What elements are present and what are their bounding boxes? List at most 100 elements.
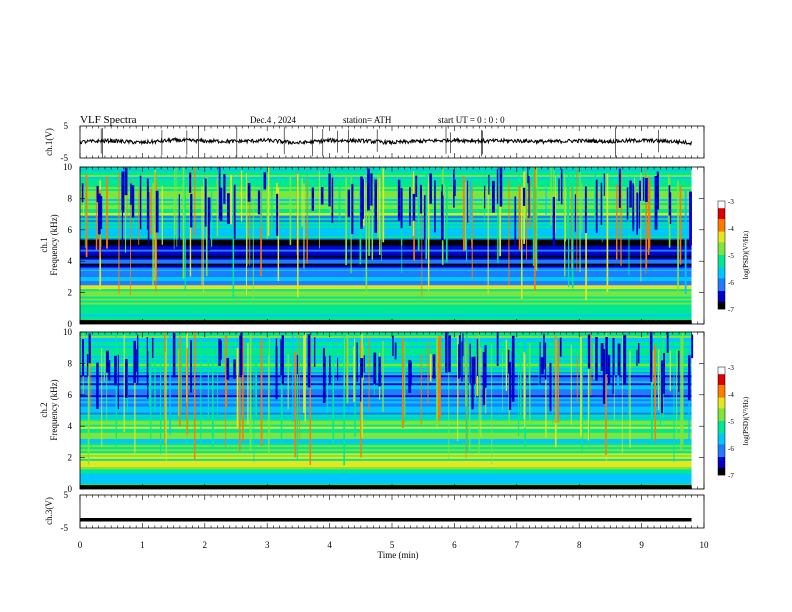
spectrogram-dark-streak: [106, 350, 109, 373]
spectrogram-band-5: [80, 249, 692, 252]
spectrogram-dark-streak: [356, 342, 358, 383]
spectrogram-sferic: [169, 332, 171, 435]
colorbar-swatch: [718, 253, 725, 256]
spectrogram-sferic: [332, 352, 335, 443]
spectrogram-sferic: [287, 354, 289, 410]
colorbar-swatch: [718, 274, 725, 277]
spectrogram-sferic: [465, 338, 467, 459]
spectrogram-dark-streak: [136, 349, 139, 372]
spectrogram-sferic: [679, 185, 682, 265]
spectrogram-dark-streak: [642, 177, 645, 201]
spectrogram-sferic: [545, 187, 547, 216]
spectrogram-sferic: [242, 338, 244, 442]
spectrogram-sferic: [303, 183, 305, 269]
colorbar-swatch: [718, 368, 725, 371]
colorbar-swatch: [718, 226, 725, 229]
spectrogram-band-3: [80, 439, 692, 442]
spectrogram-dark-streak: [233, 359, 236, 379]
spectrogram-dark-streak: [482, 352, 486, 406]
spectrogram-sferic: [518, 185, 521, 250]
colorbar-swatch: [718, 440, 725, 443]
x-tick-label: 2: [203, 540, 208, 550]
spectrogram-sferic: [154, 169, 156, 281]
spectrogram-band-4: [80, 424, 692, 427]
colorbar-swatch: [718, 403, 725, 406]
colorbar-swatch: [718, 251, 725, 254]
spectrogram-dark-streak: [476, 338, 479, 376]
spectrogram-sferic: [368, 185, 370, 256]
colorbar-swatch: [718, 224, 725, 227]
spectrogram-dark-streak: [233, 184, 236, 239]
colorbar-swatch: [718, 473, 725, 476]
spectrogram-band-7: [80, 173, 692, 176]
colorbar-swatch: [718, 298, 725, 301]
colorbar-swatch: [718, 422, 725, 425]
colorbar-swatch: [718, 211, 725, 214]
spectrogram-band-5: [80, 402, 692, 405]
colorbar-swatch: [718, 394, 725, 397]
spectrogram-dark-streak: [454, 179, 456, 197]
spectrogram-band-7: [80, 336, 692, 339]
spectrogram-sferic: [346, 337, 348, 399]
spectrogram-sferic: [126, 173, 128, 220]
spectrogram-dark-streak: [329, 355, 331, 385]
spectrogram-dark-streak: [81, 183, 84, 203]
colorbar-swatch: [718, 282, 725, 285]
spectrogram-sferic: [361, 333, 363, 439]
colorbar-swatch: [718, 303, 725, 306]
spectrogram-dark-streak: [257, 190, 261, 215]
spectrogram-sferic: [673, 351, 675, 463]
spectrogram-band-7: [80, 334, 692, 337]
spectrogram-dark-streak: [98, 193, 101, 235]
spectrogram-band-7: [80, 213, 692, 216]
x-tick-label: 4: [327, 540, 332, 550]
spectrogram-dark-streak: [618, 168, 621, 208]
spectrogram-sferic: [230, 174, 232, 225]
spectrogram-dark-streak: [636, 349, 638, 366]
colorbar-swatch: [718, 374, 725, 377]
chart-title: VLF Spectra: [80, 114, 137, 126]
spectrogram-sferic: [470, 178, 472, 234]
spectrogram-dark-streak: [549, 362, 551, 410]
spectrogram-band-1: [80, 481, 692, 484]
spectrogram-dark-streak: [473, 356, 476, 384]
colorbar-tick-label: -7: [728, 472, 734, 480]
colorbar-frame: [717, 366, 726, 476]
spectrogram-sferic: [178, 349, 180, 417]
spectrogram-dark-streak: [125, 359, 128, 398]
spectrogram-band-6: [80, 387, 692, 390]
spectrogram-sferic: [613, 339, 615, 421]
spectrogram-dark-streak: [207, 197, 210, 251]
spectrogram-sferic: [469, 180, 471, 225]
spectrogram-sferic: [628, 351, 630, 417]
spectrogram-dark-streak: [247, 183, 251, 202]
spectrogram-band-5: [80, 243, 692, 246]
spectrogram-sferic: [647, 176, 650, 255]
spectrogram-band-4: [80, 434, 692, 437]
spectrogram-sferic: [429, 354, 432, 382]
spectrogram-dark-streak: [96, 185, 99, 202]
spectrogram-sferic: [502, 352, 503, 411]
spectrogram-sferic: [101, 347, 103, 448]
spectrogram-sferic: [130, 179, 131, 296]
spectrogram-band-1: [80, 312, 692, 315]
colorbar-swatch: [718, 435, 725, 438]
spectrogram-dark-streak: [331, 177, 334, 223]
spectrogram-sferic: [271, 186, 273, 234]
spectrogram-sferic: [576, 355, 578, 403]
colorbar-swatch: [718, 237, 725, 240]
spectrogram-sferic: [551, 351, 553, 424]
spectrogram-sferic: [103, 352, 105, 382]
colorbar-swatch: [718, 469, 725, 472]
spectrogram-sferic: [368, 337, 370, 412]
spectrogram-dark-streak: [636, 192, 639, 235]
spectrogram-sferic: [189, 180, 192, 277]
spectrogram-band-5: [80, 253, 692, 256]
spectrogram-sferic: [344, 337, 345, 389]
spectrogram-band-5: [80, 412, 692, 415]
spectrogram-sferic: [658, 349, 660, 411]
spectrogram-dark-streak: [644, 178, 648, 202]
spectrogram-dark-streak: [527, 167, 529, 184]
spectrogram-sferic: [487, 183, 489, 295]
spectrogram-dark-streak: [146, 336, 148, 384]
